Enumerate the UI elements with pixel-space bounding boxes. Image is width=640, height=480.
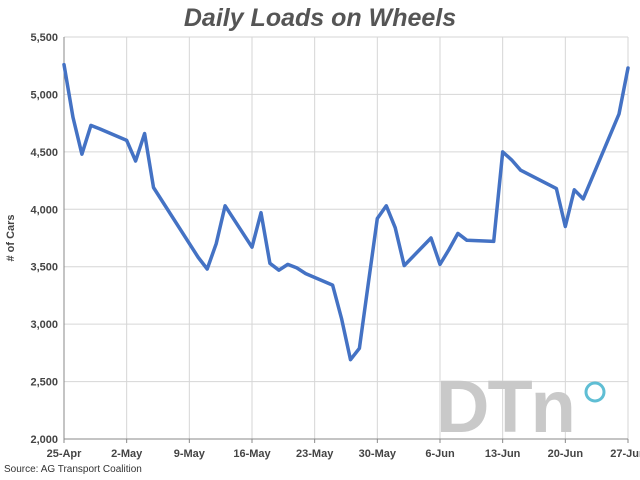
dtn-logo-ring	[584, 381, 606, 403]
chart-title: Daily Loads on Wheels	[183, 4, 457, 32]
x-tick-label: 27-Jun	[610, 448, 640, 460]
dtn-logo: DTn	[436, 365, 606, 448]
y-tick-labels: 2,000 2,500 3,000 3,500 4,000 4,500 5,000 5,500	[30, 32, 58, 446]
y-tick-label: 3,000	[30, 319, 58, 331]
y-tick-label: 4,500	[30, 147, 58, 159]
x-tick-labels: 25-Apr 2-May 9-May 16-May 23-May 30-May 6-Jun 1…	[47, 448, 640, 460]
y-tick-label: 4,000	[30, 204, 58, 216]
x-tick-label: 13-Jun	[485, 448, 521, 460]
y-tick-label: 2,000	[30, 434, 58, 446]
y-axis-label: # of Cars	[5, 214, 17, 261]
y-tick-label: 5,000	[30, 89, 58, 101]
axes	[63, 37, 629, 443]
x-tick-label: 16-May	[233, 448, 271, 460]
x-tick-label: 6-Jun	[425, 448, 455, 460]
x-tick-label: 30-May	[359, 448, 397, 460]
y-tick-label: 2,500	[30, 377, 58, 389]
source-note: Source: AG Transport Coalition	[4, 464, 142, 475]
dtn-logo-text: DTn	[436, 365, 574, 448]
data-series	[62, 62, 630, 362]
x-tick-label: 9-May	[174, 448, 206, 460]
x-tick-label: 25-Apr	[47, 448, 83, 460]
y-tick-label: 3,500	[30, 262, 58, 274]
x-tick-label: 23-May	[296, 448, 334, 460]
x-tick-label: 2-May	[111, 448, 143, 460]
series-line	[62, 62, 630, 362]
x-tick-label: 20-Jun	[548, 448, 584, 460]
y-tick-label: 5,500	[30, 32, 58, 44]
